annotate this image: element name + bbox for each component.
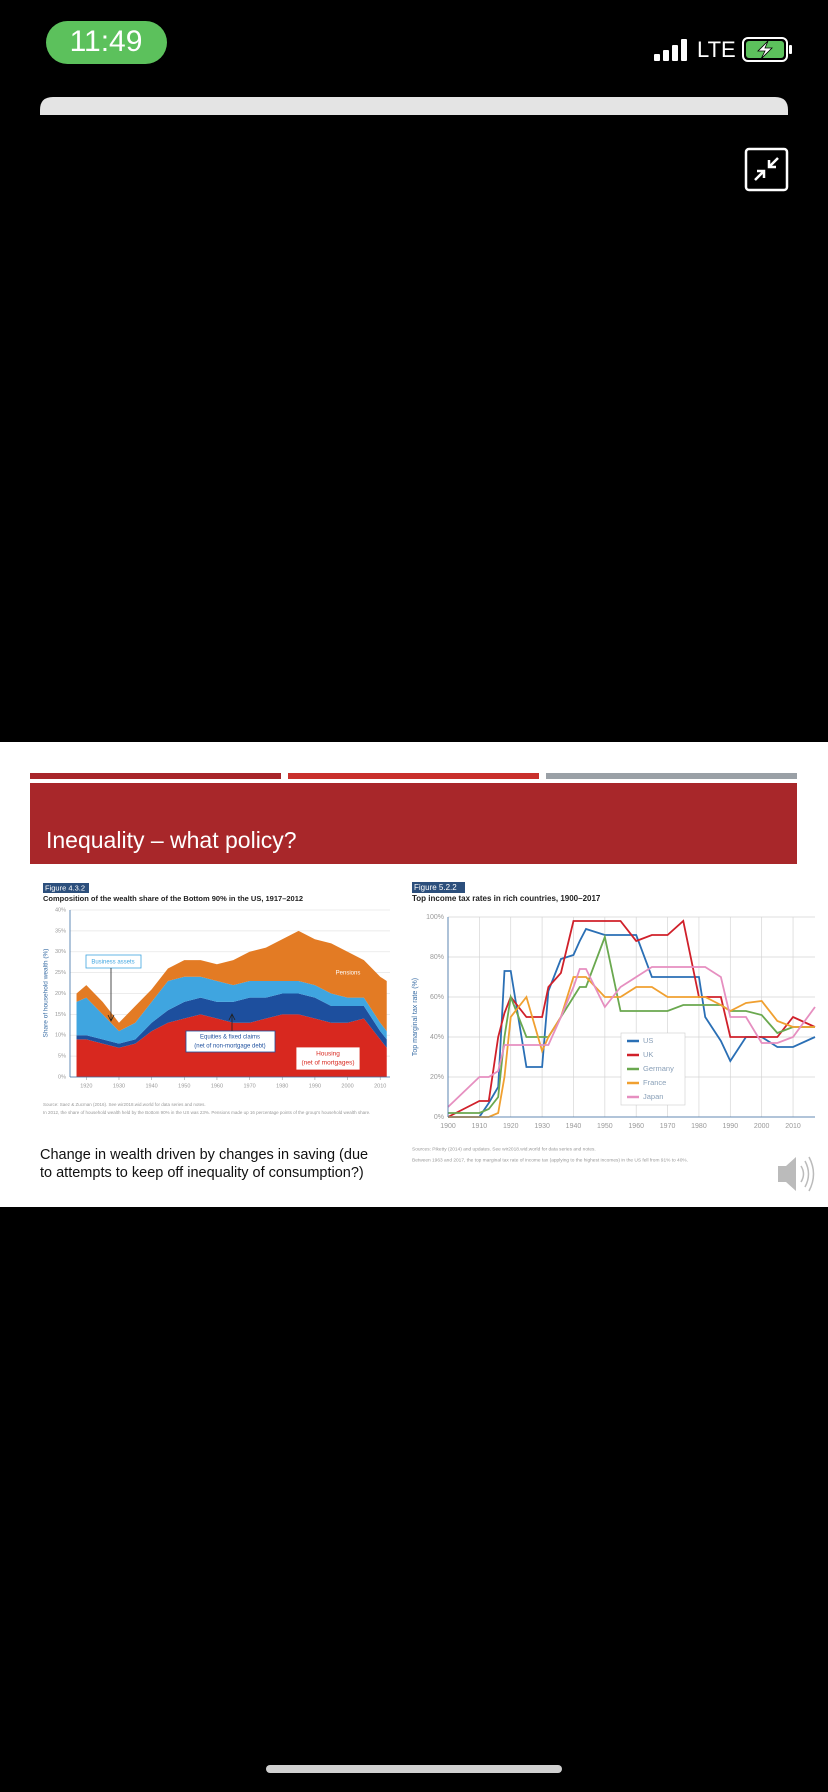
slide-caption: Change in wealth driven by changes in sa… (40, 1147, 368, 1163)
time-pill (46, 21, 167, 64)
chart-title: Composition of the wealth share of the B… (43, 894, 303, 903)
x-tick-label: 1940 (146, 1083, 158, 1089)
annotation-box (85, 954, 142, 969)
speaker-icon[interactable] (778, 1156, 815, 1192)
annotation-arrow (228, 1013, 236, 1031)
annotations: Business assets Pensions Equities & fixe… (85, 954, 366, 1071)
annotation: Housing (316, 1051, 340, 1058)
y-axis-label: Share of household wealth (%) (43, 949, 50, 1038)
annotation-box (185, 1030, 276, 1053)
annotation-box (330, 966, 366, 980)
x-tick-label: 1990 (309, 1083, 321, 1089)
x-tick-label: 1900 (440, 1123, 456, 1130)
minimize-button[interactable] (744, 147, 789, 192)
x-tick-label: 1940 (566, 1123, 582, 1130)
legend-label: UK (643, 1050, 653, 1059)
battery (742, 37, 792, 62)
y-tick-label: 15% (55, 1012, 66, 1018)
accent-bar (288, 773, 539, 779)
y-tick-label: 20% (55, 991, 66, 997)
x-tick-label: 2010 (785, 1123, 801, 1130)
legend-label: US (643, 1036, 653, 1045)
line (448, 927, 816, 1118)
y-tick-label: 40% (55, 907, 66, 913)
annotation: (net of mortgages) (301, 1060, 354, 1067)
x-tick-label: 2010 (374, 1083, 386, 1089)
x-tick-label: 1920 (503, 1123, 519, 1130)
area (76, 976, 387, 1044)
accent-bar (546, 773, 797, 779)
annotation: (net of non-mortgage debt) (194, 1044, 265, 1050)
x-tick-label: 1910 (472, 1123, 488, 1130)
annotation-box (295, 1046, 361, 1071)
area (76, 930, 387, 1032)
y-tick-label: 40% (430, 1034, 444, 1041)
x-tick-label: 1980 (691, 1123, 707, 1130)
legend-label: France (643, 1078, 666, 1087)
x-tick-label: 1960 (211, 1083, 223, 1089)
y-tick-label: 80% (430, 954, 444, 961)
y-tick-label: 35% (55, 928, 66, 934)
y-tick-label: 0% (58, 1074, 66, 1080)
chart-title: Top income tax rates in rich countries, … (412, 894, 601, 903)
y-tick-label: 30% (55, 949, 66, 955)
title-banner (30, 783, 797, 864)
annotation: Pensions (336, 971, 361, 977)
accent-bar (30, 773, 281, 779)
x-tick-label: 1960 (628, 1123, 644, 1130)
line (448, 933, 815, 1114)
chart-note: Sources: Piketty (2014) and updates. See… (412, 1146, 596, 1152)
x-tick-label: 1970 (243, 1083, 255, 1089)
x-tick-label: 1990 (723, 1123, 739, 1130)
figure-label: Figure 5.2.2 (414, 883, 457, 892)
legend-label: Japan (643, 1092, 663, 1101)
annotation: Business assets (91, 960, 134, 966)
y-tick-label: 20% (430, 1074, 444, 1081)
x-tick-label: 1950 (597, 1123, 613, 1130)
slide-caption: to attempts to keep off inequality of co… (40, 1165, 364, 1181)
slide-title: Inequality – what policy? (46, 827, 297, 853)
figure-label-box (412, 882, 465, 893)
y-tick-label: 60% (430, 994, 444, 1001)
line (447, 966, 816, 1108)
y-tick-label: 25% (55, 970, 66, 976)
sheet-header (40, 97, 788, 115)
x-tick-label: 2000 (341, 1083, 353, 1089)
x-tick-label: 1950 (178, 1083, 190, 1089)
y-tick-label: 100% (426, 914, 444, 921)
figure-label: Figure 4.3.2 (45, 883, 85, 892)
chart-note: Between 1963 and 2017, the top marginal … (412, 1157, 688, 1163)
figure-label-box (43, 883, 89, 893)
y-tick-label: 10% (55, 1033, 66, 1039)
x-tick-label: 1930 (113, 1083, 125, 1089)
x-tick-label: 1970 (660, 1123, 676, 1130)
network-type: LTE (697, 37, 736, 62)
chart-note: In 2012, the share of household wealth h… (43, 1110, 370, 1115)
y-tick-label: 0% (434, 1114, 444, 1121)
legend-label: Germany (643, 1064, 674, 1073)
x-tick-label: 1930 (534, 1123, 550, 1130)
y-axis-label: Top marginal tax rate (%) (412, 978, 419, 1056)
annotation: Equities & fixed claims (200, 1035, 260, 1041)
chart-note: Source: Saez & Zucman (2016). See wir201… (43, 1102, 206, 1107)
line (447, 919, 816, 1118)
y-tick-label: 5% (58, 1054, 66, 1060)
status-time: 11:49 (70, 25, 143, 58)
x-tick-label: 1920 (80, 1083, 92, 1089)
annotation-arrow (107, 968, 115, 1022)
signal-bars (654, 39, 687, 61)
home-indicator (266, 1765, 562, 1773)
x-tick-label: 1980 (276, 1083, 288, 1089)
x-tick-label: 2000 (754, 1123, 770, 1130)
